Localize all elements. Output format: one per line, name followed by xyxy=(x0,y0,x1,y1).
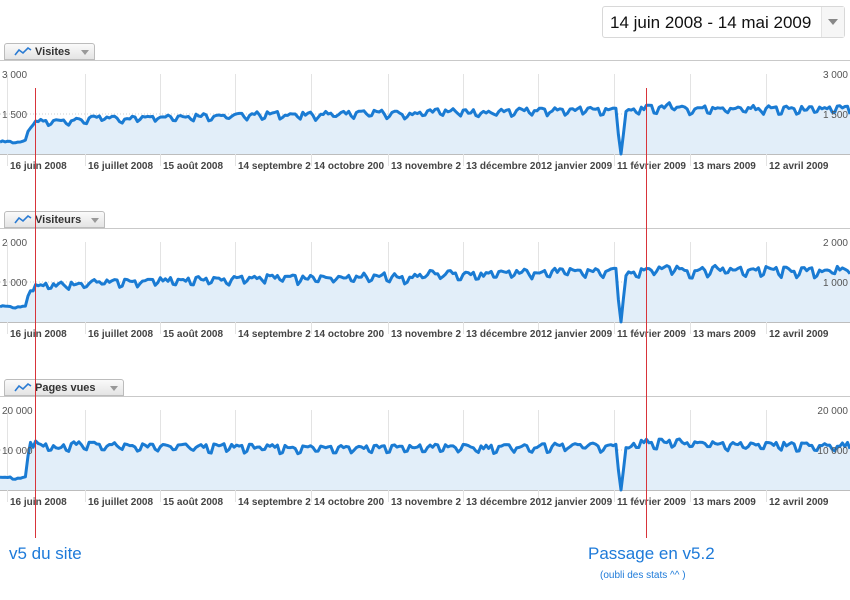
date-range-dropdown[interactable] xyxy=(821,7,844,37)
annotation-v5: v5 du site xyxy=(9,544,82,563)
annotation-v52: Passage en v5.2 xyxy=(588,544,715,563)
x-tick-label: 13 novembre 2 xyxy=(391,161,461,172)
chart-tab-visites[interactable]: Visites xyxy=(4,43,95,60)
chart-title: Visites xyxy=(35,46,71,58)
annotation-v52-note: (oubli des stats ^^ ) xyxy=(600,570,686,581)
series-area xyxy=(0,102,850,154)
x-tick-label: 16 juillet 2008 xyxy=(88,161,153,172)
series-area xyxy=(0,265,850,322)
x-tick-label: 14 octobre 200 xyxy=(314,497,384,508)
x-tick-label: 12 avril 2009 xyxy=(769,497,829,508)
x-tick-label: 13 novembre 2 xyxy=(391,497,461,508)
x-tick-label: 13 décembre 20 xyxy=(466,329,541,340)
x-tick-label: 12 janvier 2009 xyxy=(541,497,613,508)
chart-pages-vues: 20 000 20 000 10 000 10 000 16 juin 2008 16 j… xyxy=(0,396,850,508)
x-tick-label: 11 février 2009 xyxy=(617,497,686,508)
chart-tab-visiteurs[interactable]: Visiteurs xyxy=(4,211,105,228)
y-tick-label-left: 1 500 xyxy=(2,110,27,121)
chart-tab-pages-vues[interactable]: Pages vues xyxy=(4,379,124,396)
event-line-v5 xyxy=(35,88,36,538)
date-range-selector[interactable]: 14 juin 2008 - 14 mai 2009 xyxy=(602,6,845,38)
x-tick-label: 13 décembre 20 xyxy=(466,497,541,508)
chart-visiteurs: 2 000 2 000 1 000 1 000 16 juin 2008 16 juill… xyxy=(0,228,850,340)
x-tick-label: 14 septembre 2 xyxy=(238,329,311,340)
y-tick-label-left: 1 000 xyxy=(2,278,27,289)
x-tick-label: 12 janvier 2009 xyxy=(541,161,613,172)
x-tick-label: 13 mars 2009 xyxy=(693,497,756,508)
chart-title: Pages vues xyxy=(35,382,96,394)
x-tick-label: 16 juillet 2008 xyxy=(88,329,153,340)
dropdown-arrow-icon xyxy=(91,218,99,223)
y-tick-label-left: 20 000 xyxy=(2,406,33,417)
y-tick-label-left: 3 000 xyxy=(2,70,27,81)
x-tick-label: 12 avril 2009 xyxy=(769,161,829,172)
y-tick-label-left: 2 000 xyxy=(2,238,27,249)
x-tick-label: 14 septembre 2 xyxy=(238,497,311,508)
x-tick-label: 16 juin 2008 xyxy=(10,329,67,340)
dropdown-arrow-icon xyxy=(81,50,89,55)
x-tick-label: 15 août 2008 xyxy=(163,161,223,172)
series-area xyxy=(0,439,850,490)
chart-title: Visiteurs xyxy=(35,214,82,226)
x-tick-label: 11 février 2009 xyxy=(617,161,686,172)
y-tick-label-right: 2 000 xyxy=(823,238,848,249)
dropdown-arrow-icon xyxy=(110,386,118,391)
event-line-v52 xyxy=(646,88,647,538)
x-tick-label: 13 décembre 20 xyxy=(466,161,541,172)
chart-visites: 3 000 3 000 1 500 1 500 16 juin 2008 16 juill… xyxy=(0,60,850,172)
x-tick-label: 13 mars 2009 xyxy=(693,329,756,340)
x-tick-label: 12 avril 2009 xyxy=(769,329,829,340)
x-tick-label: 15 août 2008 xyxy=(163,329,223,340)
y-tick-label-right: 10 000 xyxy=(817,446,848,457)
series-line xyxy=(0,101,850,156)
x-tick-label: 11 février 2009 xyxy=(617,329,686,340)
x-tick-label: 15 août 2008 xyxy=(163,497,223,508)
y-tick-label-right: 3 000 xyxy=(823,70,848,81)
x-tick-label: 14 septembre 2 xyxy=(238,161,311,172)
x-tick-label: 14 octobre 200 xyxy=(314,161,384,172)
x-tick-label: 16 juin 2008 xyxy=(10,497,67,508)
date-range-text: 14 juin 2008 - 14 mai 2009 xyxy=(610,13,812,32)
y-tick-label-left: 10 000 xyxy=(2,446,33,457)
x-tick-label: 16 juin 2008 xyxy=(10,161,67,172)
line-chart-icon xyxy=(14,214,32,224)
series-line xyxy=(0,437,850,492)
x-tick-label: 12 janvier 2009 xyxy=(541,329,613,340)
x-tick-label: 13 mars 2009 xyxy=(693,161,756,172)
line-chart-icon xyxy=(14,46,32,56)
y-tick-label-right: 1 500 xyxy=(823,110,848,121)
x-tick-label: 16 juillet 2008 xyxy=(88,497,153,508)
chevron-down-icon xyxy=(828,19,838,25)
series-line xyxy=(0,264,850,324)
y-tick-label-right: 1 000 xyxy=(823,278,848,289)
line-chart-icon xyxy=(14,382,32,392)
x-tick-label: 13 novembre 2 xyxy=(391,329,461,340)
x-tick-label: 14 octobre 200 xyxy=(314,329,384,340)
y-tick-label-right: 20 000 xyxy=(817,406,848,417)
